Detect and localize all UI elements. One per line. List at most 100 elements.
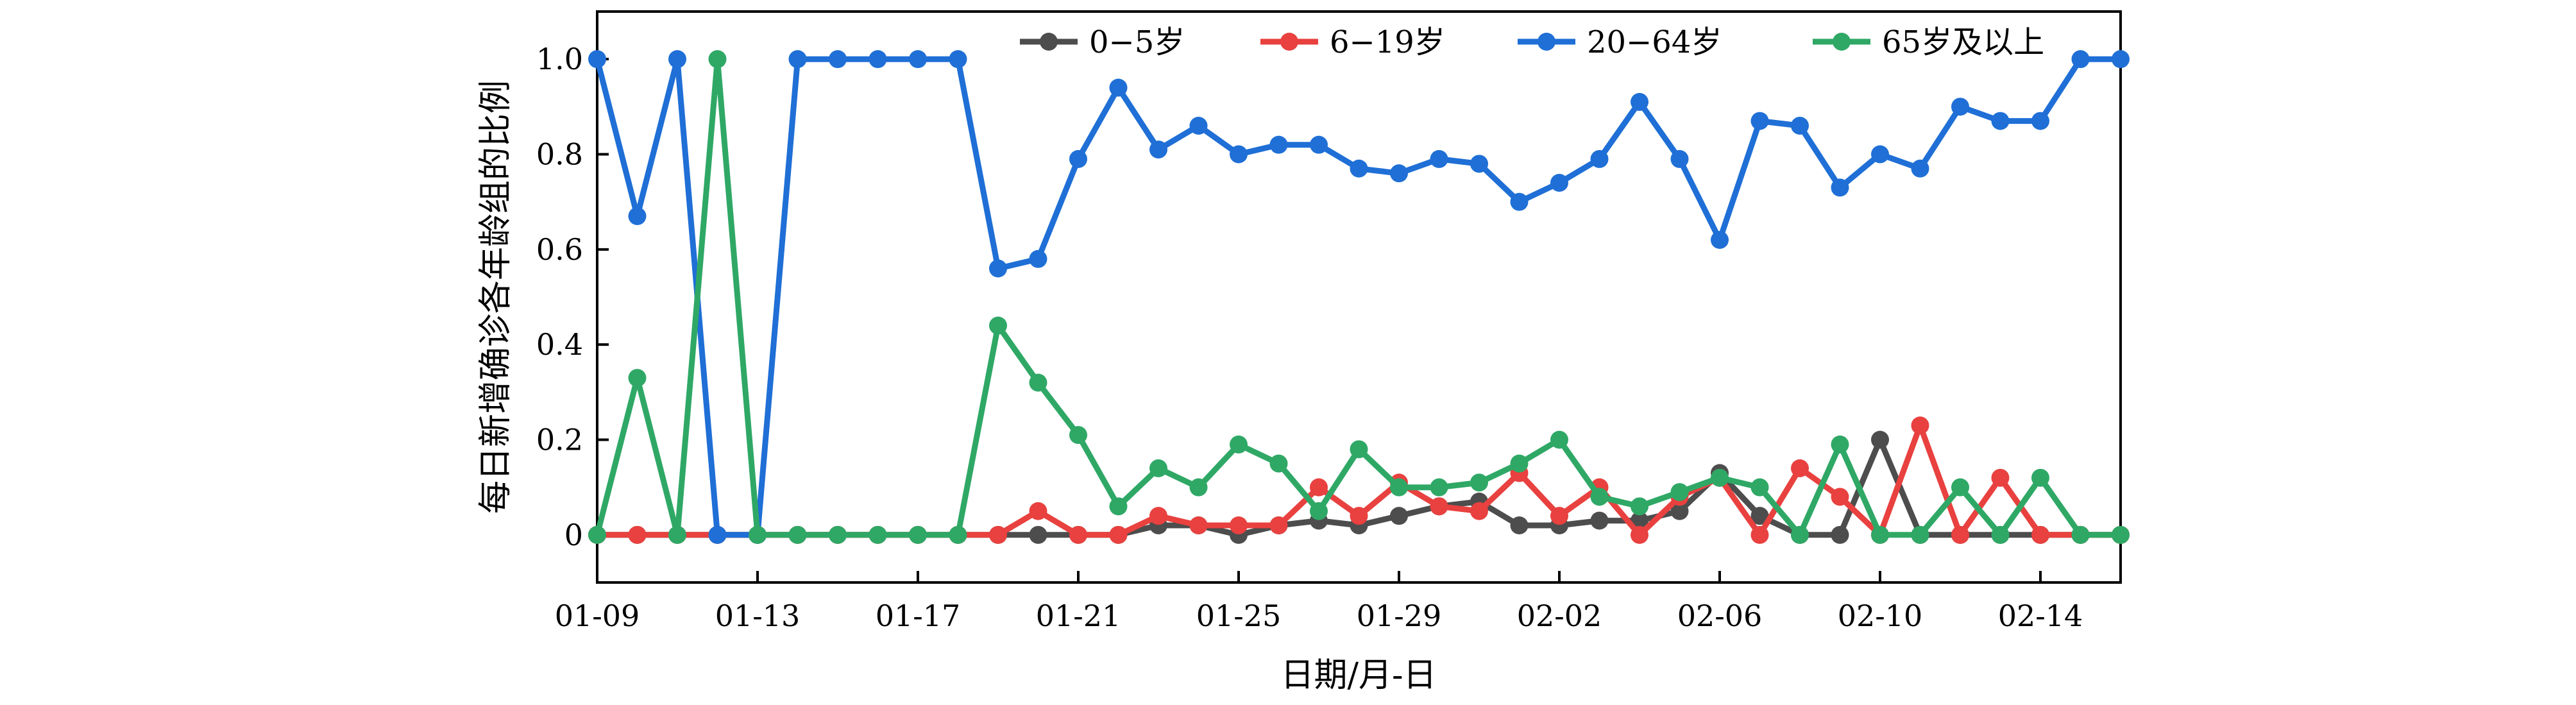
data-point xyxy=(1911,525,1929,544)
x-tick-label: 01-17 xyxy=(876,599,961,633)
data-point xyxy=(1350,507,1368,525)
data-point xyxy=(1550,174,1568,192)
data-point xyxy=(1029,502,1047,520)
data-point xyxy=(949,50,967,69)
data-point xyxy=(1109,497,1128,516)
data-point xyxy=(2031,112,2049,130)
data-point xyxy=(2071,50,2090,69)
x-axis-title: 日期/月-日 xyxy=(1280,656,1436,695)
data-point xyxy=(1269,516,1288,534)
data-point xyxy=(1149,459,1167,477)
data-point xyxy=(1029,250,1047,268)
x-axis: 01-09 01-13 01-17 01-21 01-25 01-29 02-02 02-06… xyxy=(555,571,2083,633)
legend-label: 0−5岁 xyxy=(1089,24,1185,60)
data-point xyxy=(2031,525,2049,544)
data-point xyxy=(1189,117,1208,135)
y-tick-label: 0.4 xyxy=(536,327,583,362)
data-point xyxy=(989,525,1007,544)
data-point xyxy=(1871,525,1889,544)
x-tick-label: 01-25 xyxy=(1196,599,1282,633)
data-point xyxy=(668,525,686,544)
data-point xyxy=(1590,511,1609,530)
data-point xyxy=(1149,140,1167,159)
data-point xyxy=(1750,112,1769,130)
data-point xyxy=(628,207,647,225)
legend-swatch-marker xyxy=(1538,33,1555,51)
data-point xyxy=(1631,92,1648,111)
x-tick-label: 02-02 xyxy=(1517,599,1602,633)
data-point xyxy=(1269,135,1288,154)
data-point xyxy=(2112,50,2130,69)
data-point xyxy=(788,50,807,69)
y-tick-label: 1.0 xyxy=(536,42,583,76)
data-point xyxy=(1430,497,1448,516)
data-point xyxy=(1230,435,1248,454)
data-point xyxy=(1791,525,1809,544)
y-tick-label: 0.6 xyxy=(536,232,583,267)
y-axis-title: 每日新增确诊各年龄组的比例 xyxy=(477,80,515,514)
legend-label: 20−64岁 xyxy=(1587,24,1722,60)
data-point xyxy=(909,525,927,544)
data-point xyxy=(1310,135,1328,154)
data-point xyxy=(2031,468,2049,487)
data-point xyxy=(588,525,606,544)
data-point xyxy=(1510,192,1529,211)
data-point xyxy=(1711,468,1729,487)
data-point xyxy=(1991,525,2010,544)
data-point xyxy=(1631,525,1648,544)
data-point xyxy=(1951,98,1969,116)
data-point xyxy=(1029,525,1047,544)
x-tick-label: 02-14 xyxy=(1998,599,2083,633)
legend: 0−5岁 6−19岁 20−64岁 65岁及以上 xyxy=(1020,24,2044,60)
x-tick-label: 02-06 xyxy=(1677,599,1763,633)
data-point xyxy=(1991,112,2010,130)
data-point xyxy=(708,50,727,69)
y-tick-label: 0.8 xyxy=(536,137,583,172)
data-point xyxy=(1390,507,1408,525)
legend-label: 6−19岁 xyxy=(1330,24,1445,60)
series-layer xyxy=(588,50,2130,544)
data-point xyxy=(1670,149,1689,168)
data-point xyxy=(1831,488,1849,506)
x-tick-label: 02-10 xyxy=(1838,599,1923,633)
data-point xyxy=(1670,483,1689,502)
data-point xyxy=(1911,416,1929,435)
data-point xyxy=(1911,159,1929,178)
data-point xyxy=(1991,468,2010,487)
data-point xyxy=(1470,155,1488,173)
data-point xyxy=(1951,478,1969,497)
x-tick-label: 01-09 xyxy=(555,599,640,633)
data-point xyxy=(1550,507,1568,525)
data-point xyxy=(989,259,1007,278)
x-tick-label: 01-29 xyxy=(1357,599,1442,633)
data-point xyxy=(708,525,727,544)
data-point xyxy=(628,369,647,387)
data-point xyxy=(1791,459,1809,477)
data-point xyxy=(1390,478,1408,497)
data-point xyxy=(1390,164,1408,183)
data-point xyxy=(1310,478,1328,497)
data-point xyxy=(1310,502,1328,520)
data-point xyxy=(1871,430,1889,449)
y-tick-label: 0 xyxy=(564,518,583,552)
series-1 xyxy=(588,416,2130,544)
data-point xyxy=(1711,231,1729,249)
data-point xyxy=(1750,507,1769,525)
legend-label: 65岁及以上 xyxy=(1882,24,2044,60)
y-tick-label: 0.2 xyxy=(536,423,583,457)
data-point xyxy=(1189,478,1208,497)
legend-swatch-marker xyxy=(1833,33,1851,51)
data-point xyxy=(1871,145,1889,164)
data-point xyxy=(1430,149,1448,168)
data-point xyxy=(1350,159,1368,178)
legend-swatch-marker xyxy=(1280,33,1298,51)
data-point xyxy=(668,50,686,69)
data-point xyxy=(1269,454,1288,473)
data-point xyxy=(829,50,847,69)
data-point xyxy=(2112,525,2130,544)
data-point xyxy=(1951,525,1969,544)
data-point xyxy=(1069,426,1087,445)
series-2 xyxy=(588,50,2130,544)
x-tick-label: 01-21 xyxy=(1036,599,1121,633)
